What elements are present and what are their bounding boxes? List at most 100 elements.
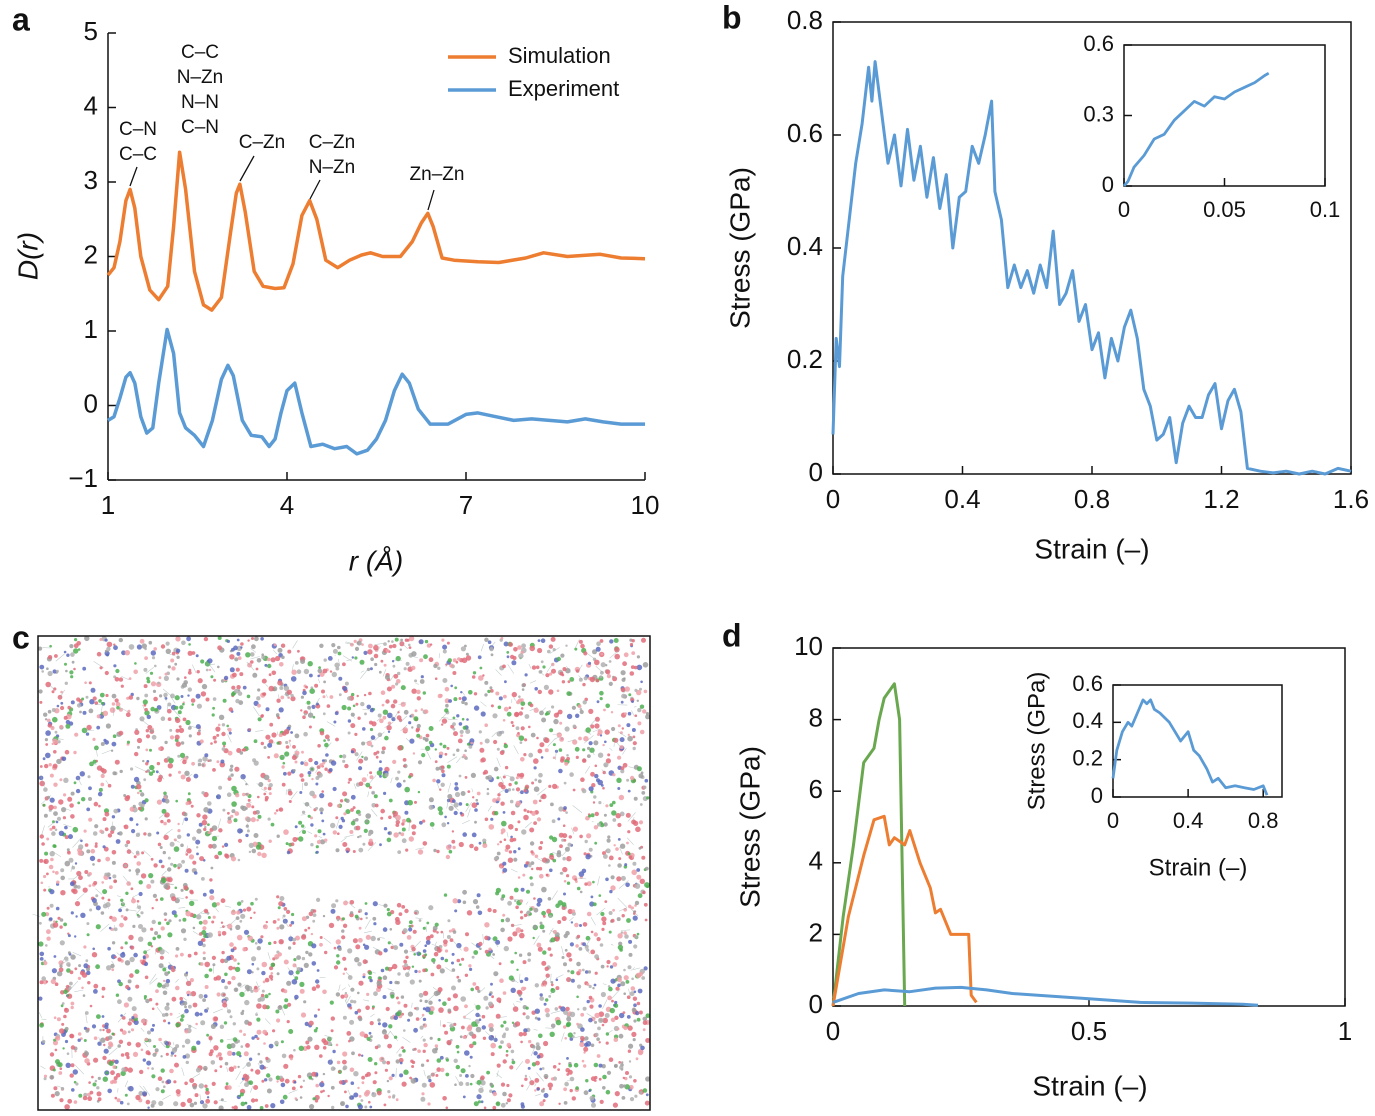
atom <box>497 843 500 846</box>
atom <box>202 892 207 897</box>
bond <box>292 664 294 671</box>
atom <box>264 977 270 983</box>
atom <box>524 738 528 742</box>
atom <box>600 911 605 917</box>
atom <box>230 814 234 818</box>
atom <box>533 907 539 913</box>
atom <box>78 844 84 850</box>
atom <box>237 691 243 696</box>
atom <box>478 841 482 845</box>
atom <box>472 982 477 986</box>
atom <box>452 753 456 757</box>
bond <box>480 644 484 652</box>
atom <box>150 1028 155 1032</box>
atom <box>503 1020 507 1024</box>
atom <box>641 976 646 980</box>
atom <box>609 1007 615 1014</box>
atom <box>499 865 503 869</box>
atom <box>516 700 521 705</box>
atom <box>606 959 611 965</box>
bond <box>182 997 188 1001</box>
atom <box>412 929 417 934</box>
atom <box>148 998 153 1002</box>
atom <box>488 993 492 996</box>
atom <box>227 776 232 781</box>
atom <box>440 930 444 934</box>
atom <box>378 670 382 674</box>
atom <box>78 964 82 968</box>
atom <box>581 788 587 794</box>
atom <box>314 683 319 688</box>
atom <box>598 1017 604 1023</box>
atom <box>590 930 594 934</box>
atom <box>202 951 206 955</box>
atom <box>473 1101 479 1107</box>
atom <box>436 779 441 784</box>
atom <box>632 861 637 866</box>
atom <box>275 1075 281 1081</box>
atom <box>128 644 135 650</box>
atom <box>145 734 151 739</box>
atom <box>563 806 567 810</box>
bond <box>132 894 139 898</box>
atom <box>608 911 613 915</box>
atom <box>378 951 383 956</box>
atom <box>517 820 521 824</box>
atom <box>550 981 554 984</box>
atom <box>178 725 182 728</box>
atom <box>422 1038 426 1042</box>
atom <box>631 700 634 703</box>
atom <box>86 724 92 731</box>
atom <box>380 659 384 663</box>
atom <box>187 727 191 730</box>
atom <box>564 1037 567 1040</box>
atom <box>68 857 74 863</box>
atom <box>466 910 473 916</box>
atom <box>638 1010 643 1015</box>
atom <box>514 1021 521 1027</box>
atom <box>594 841 598 845</box>
atom <box>429 822 435 827</box>
atom <box>136 900 140 903</box>
atom <box>546 908 552 914</box>
atom <box>638 820 644 825</box>
atom <box>573 1032 576 1035</box>
atom <box>218 785 223 790</box>
atom <box>633 665 638 670</box>
atom <box>159 955 164 960</box>
atom <box>86 967 90 972</box>
atom <box>501 1034 506 1039</box>
atom <box>86 922 90 926</box>
atom <box>576 934 581 939</box>
bond <box>632 817 635 821</box>
atom <box>537 748 543 754</box>
atom <box>255 1013 258 1016</box>
atom <box>141 851 145 855</box>
atom <box>319 1054 323 1058</box>
atom <box>513 857 518 862</box>
atom <box>343 900 348 906</box>
atom <box>552 743 556 747</box>
atom <box>518 735 525 741</box>
atom <box>163 912 168 916</box>
atom <box>330 1029 334 1033</box>
atom <box>579 924 582 927</box>
x-tick-label: 0.8 <box>1248 808 1279 833</box>
atom <box>77 976 81 981</box>
atom <box>621 1096 626 1100</box>
atom <box>539 1101 545 1107</box>
atom <box>181 640 186 646</box>
atom <box>263 1042 266 1045</box>
atom <box>381 1029 387 1035</box>
atom <box>490 704 494 708</box>
atom <box>424 953 428 957</box>
x-tick-label: 7 <box>459 490 473 520</box>
atom <box>175 947 180 951</box>
atom <box>520 986 526 991</box>
atom <box>281 782 286 787</box>
atom <box>240 1045 244 1048</box>
atom <box>100 1037 106 1043</box>
atom <box>124 843 129 848</box>
atom <box>155 1087 160 1092</box>
atom <box>105 693 109 698</box>
